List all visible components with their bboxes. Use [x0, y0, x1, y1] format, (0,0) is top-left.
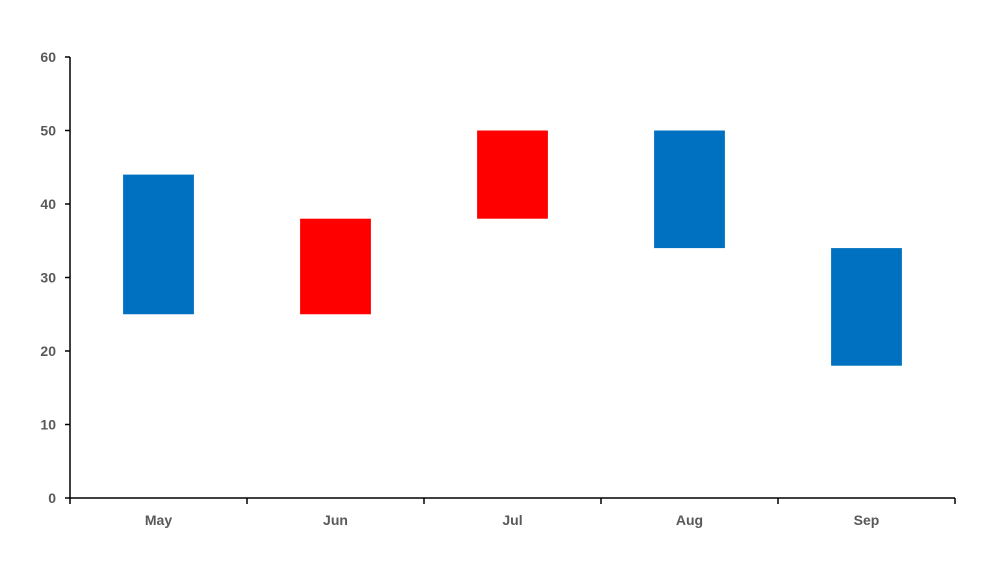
bar-jul	[477, 130, 548, 219]
y-tick-label: 20	[40, 343, 56, 359]
y-tick-label: 60	[40, 49, 56, 65]
bar-jun	[300, 218, 371, 315]
y-tick-label: 40	[40, 196, 56, 212]
y-tick-label: 10	[40, 417, 56, 433]
x-tick-label-jun: Jun	[323, 512, 348, 528]
x-tick-label-jul: Jul	[502, 512, 522, 528]
bar-aug	[654, 130, 725, 249]
x-tick-label-aug: Aug	[676, 512, 703, 528]
bar-sep	[831, 248, 902, 366]
x-tick-label-may: May	[145, 512, 172, 528]
axes-layer: 0 10 20 30 40 50 60 May Jun Jul Aug Sep	[40, 49, 956, 528]
y-tick-label: 0	[48, 490, 56, 506]
bars-layer	[123, 130, 902, 366]
y-tick-label: 50	[40, 123, 56, 139]
x-tick-label-sep: Sep	[854, 512, 880, 528]
bar-may	[123, 174, 194, 315]
y-tick-label: 30	[40, 270, 56, 286]
